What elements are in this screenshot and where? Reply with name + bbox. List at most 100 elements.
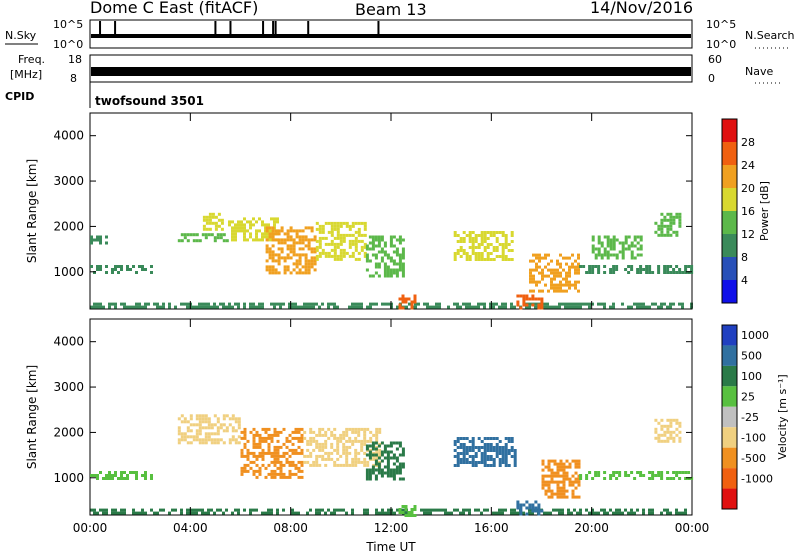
echo-cell xyxy=(480,511,483,515)
echo-cell xyxy=(321,227,325,231)
echo-cell xyxy=(374,271,378,275)
echo-cell xyxy=(486,437,490,440)
echo-cell xyxy=(392,468,396,472)
echo-cell xyxy=(255,220,258,224)
echo-cell xyxy=(132,305,135,309)
echo-cell xyxy=(383,250,387,254)
echo-cell xyxy=(383,268,387,272)
echo-cell xyxy=(468,508,471,512)
echo-cell xyxy=(307,271,311,275)
echo-cell xyxy=(395,465,399,469)
echo-cell xyxy=(363,451,367,455)
echo-cell xyxy=(333,463,337,467)
echo-cell xyxy=(538,256,541,260)
echo-cell xyxy=(621,244,625,248)
echo-cell xyxy=(264,235,267,239)
echo-cell xyxy=(669,218,673,222)
echo-cell xyxy=(510,508,513,512)
echo-cell xyxy=(252,302,255,306)
echo-cell xyxy=(377,262,381,266)
echo-cell xyxy=(380,256,384,260)
echo-cell xyxy=(541,462,545,466)
echo-cell xyxy=(273,427,277,431)
echo-cell xyxy=(198,302,201,306)
echo-cell xyxy=(547,459,551,463)
echo-cell xyxy=(407,511,411,514)
echo-cell xyxy=(574,265,577,269)
echo-cell xyxy=(192,508,195,512)
echo-cell xyxy=(366,463,370,467)
echo-cell xyxy=(366,427,370,431)
echo-cell xyxy=(495,231,499,234)
echo-cell xyxy=(483,234,487,237)
echo-cell xyxy=(642,302,645,306)
echo-cell xyxy=(639,247,643,251)
echo-cell xyxy=(93,474,96,477)
echo-cell xyxy=(660,424,664,428)
echo-cell xyxy=(365,247,369,251)
echo-cell xyxy=(111,271,114,274)
echo-cell xyxy=(120,265,123,268)
echo-cell xyxy=(318,254,322,258)
echo-cell xyxy=(324,242,328,246)
echo-cell xyxy=(495,246,499,249)
echo-cell xyxy=(654,230,658,234)
echo-cell xyxy=(504,302,507,306)
echo-cell xyxy=(498,452,502,455)
echo-cell xyxy=(651,477,655,480)
echo-cell xyxy=(565,283,568,287)
echo-cell xyxy=(363,436,367,440)
date-title: 14/Nov/2016 xyxy=(590,0,693,17)
echo-cell xyxy=(486,258,490,261)
echo-cell xyxy=(306,442,310,446)
echo-cell xyxy=(513,458,517,461)
echo-cell xyxy=(246,448,250,452)
echo-cell xyxy=(459,249,463,252)
echo-cell xyxy=(368,477,372,481)
echo-cell xyxy=(108,474,111,477)
echo-cell xyxy=(371,465,375,469)
echo-cell xyxy=(639,253,643,257)
echo-cell xyxy=(474,305,477,309)
echo-cell xyxy=(258,466,262,470)
echo-cell xyxy=(310,247,314,251)
echo-cell xyxy=(395,271,399,275)
echo-cell xyxy=(404,505,408,508)
echo-cell xyxy=(351,251,355,255)
echo-cell xyxy=(395,456,399,460)
echo-cell xyxy=(208,227,212,231)
echo-cell xyxy=(612,241,616,245)
echo-cell xyxy=(426,302,429,306)
echo-cell xyxy=(528,511,531,515)
echo-cell xyxy=(690,477,694,480)
echo-cell xyxy=(675,427,679,431)
echo-cell xyxy=(318,508,321,512)
echo-cell xyxy=(114,305,117,309)
echo-cell xyxy=(246,457,250,461)
echo-cell xyxy=(345,224,349,228)
echo-cell xyxy=(243,235,246,239)
echo-cell xyxy=(386,453,390,457)
echo-cell xyxy=(459,443,463,446)
echo-cell xyxy=(389,474,393,478)
echo-cell xyxy=(96,305,99,309)
echo-cell xyxy=(129,268,132,271)
echo-cell xyxy=(295,235,299,239)
echo-cell xyxy=(423,511,426,515)
echo-cell xyxy=(477,243,481,246)
colorbar-tick-label: 4 xyxy=(741,274,748,287)
echo-cell xyxy=(255,229,258,233)
echo-cell xyxy=(474,446,478,449)
colorbar-tick-label: 20 xyxy=(741,182,755,195)
echo-cell xyxy=(684,511,687,515)
echo-cell xyxy=(252,433,256,437)
echo-cell xyxy=(315,445,319,449)
echo-cell xyxy=(576,511,579,515)
echo-cell xyxy=(276,217,279,221)
echo-cell xyxy=(277,232,281,236)
echo-cell xyxy=(666,511,669,515)
echo-cell xyxy=(285,460,289,464)
echo-cell xyxy=(571,265,574,269)
echo-cell xyxy=(489,243,493,246)
echo-cell xyxy=(612,302,615,306)
